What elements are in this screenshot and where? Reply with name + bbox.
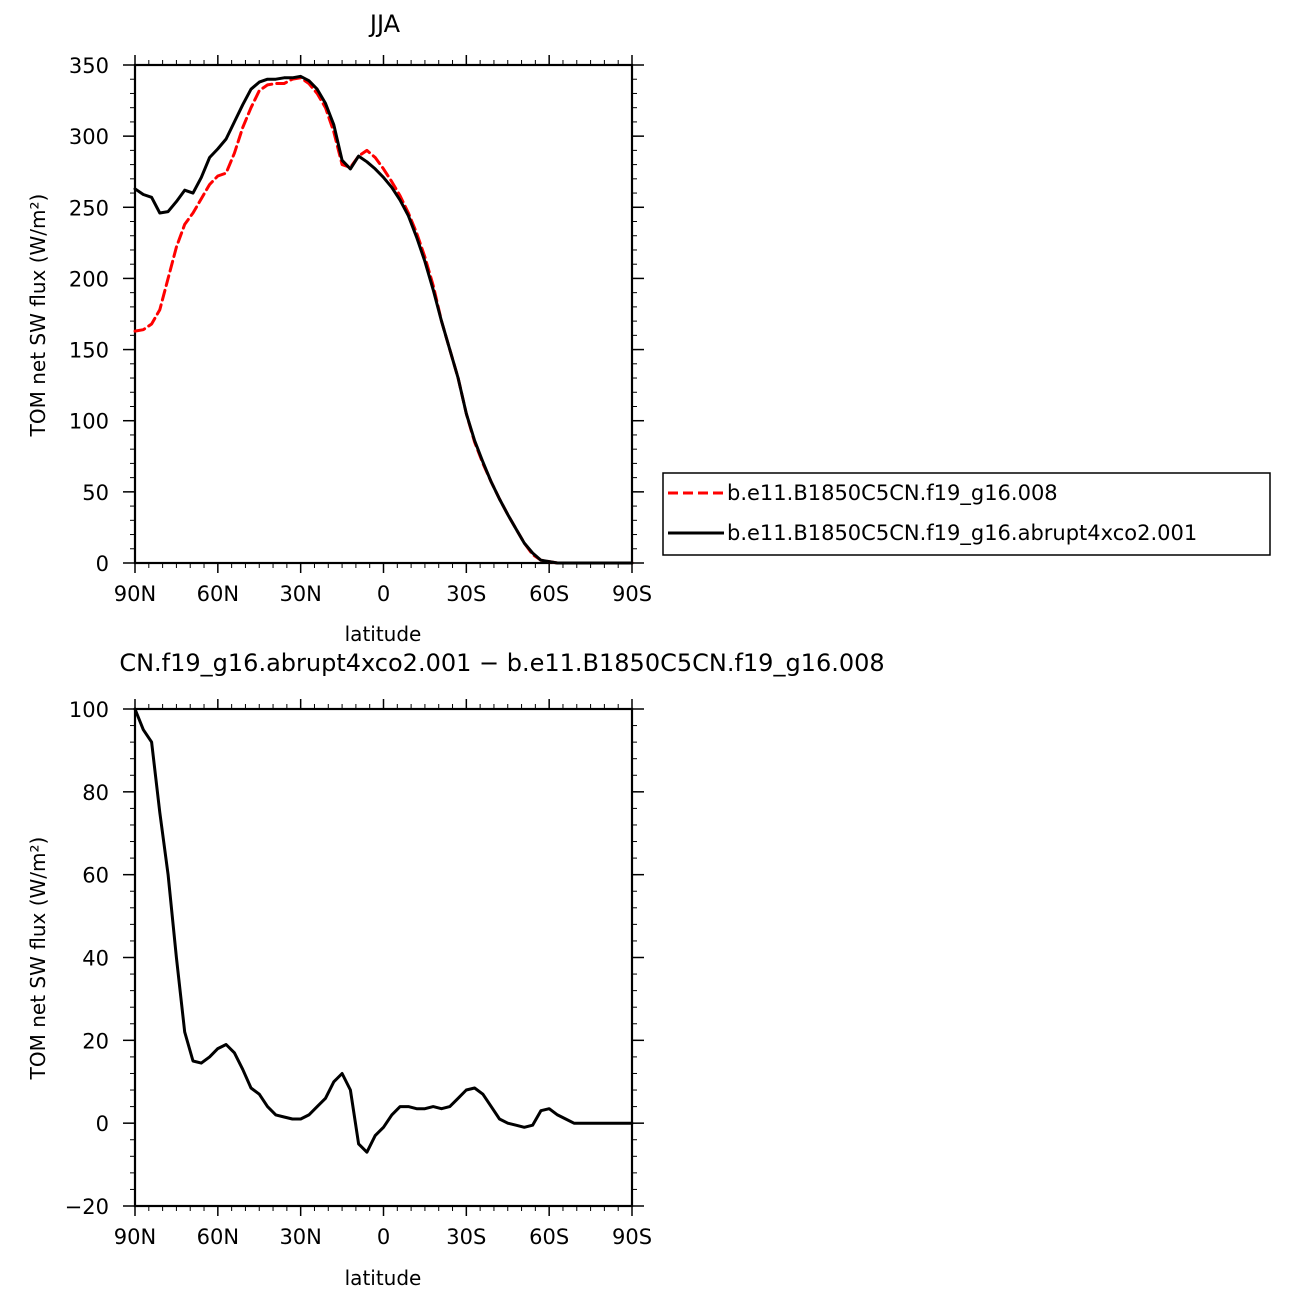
legend-label-4xco2: b.e11.B1850C5CN.f19_g16.abrupt4xco2.001 bbox=[727, 521, 1197, 546]
bottom-y-tick-label: 60 bbox=[82, 864, 109, 888]
bottom-x-tick-label: 0 bbox=[377, 1225, 390, 1249]
top-x-tick-label: 0 bbox=[377, 582, 390, 606]
top-chart-title: JJA bbox=[368, 10, 401, 38]
bottom-chart-title: CN.f19_g16.abrupt4xco2.001 − b.e11.B1850… bbox=[119, 649, 884, 677]
bottom-y-tick-label: 80 bbox=[82, 781, 109, 805]
bottom-x-tick-label: 90S bbox=[612, 1225, 652, 1249]
top-y-tick-label: 50 bbox=[82, 481, 109, 505]
bottom-y-tick-label: −20 bbox=[65, 1195, 109, 1219]
top-x-tick-label: 90S bbox=[612, 582, 652, 606]
top-plot-frame bbox=[133, 63, 634, 565]
top-series-line-0 bbox=[133, 76, 634, 565]
top-series-line-1 bbox=[133, 74, 634, 565]
top-x-tick-label: 30S bbox=[446, 582, 486, 606]
bottom-y-tick-label: 100 bbox=[69, 698, 109, 722]
bottom-x-tick-label: 30N bbox=[279, 1225, 321, 1249]
top-y-tick-label: 0 bbox=[96, 552, 109, 576]
top-y-tick-label: 350 bbox=[69, 54, 109, 78]
top-y-axis-label: TOM net SW flux (W/m²) bbox=[26, 194, 50, 438]
bottom-series-line-0 bbox=[133, 707, 634, 1154]
top-y-tick-label: 250 bbox=[69, 196, 109, 220]
top-panel: JJA 90N 60N 30N 0 30S 60S 90S 0 50 100 150 200 250 30… bbox=[26, 10, 652, 646]
top-x-tick-label: 90N bbox=[114, 582, 156, 606]
top-y-tick-label: 150 bbox=[69, 339, 109, 363]
top-y-tick-label: 100 bbox=[69, 410, 109, 434]
bottom-y-tick-label: 0 bbox=[96, 1112, 109, 1136]
bottom-x-tick-label: 90N bbox=[114, 1225, 156, 1249]
legend: b.e11.B1850C5CN.f19_g16.008 b.e11.B1850C… bbox=[662, 472, 1271, 556]
top-x-tick-label: 60N bbox=[197, 582, 239, 606]
bottom-series-group bbox=[133, 707, 634, 1154]
bottom-y-tick-label: 40 bbox=[82, 947, 109, 971]
bottom-axes: 90N 60N 30N 0 30S 60S 90S −20 0 20 40 60 80 100 bbox=[65, 698, 652, 1249]
bottom-x-tick-label: 30S bbox=[446, 1225, 486, 1249]
bottom-x-tick-label: 60S bbox=[529, 1225, 569, 1249]
legend-label-control: b.e11.B1850C5CN.f19_g16.008 bbox=[727, 481, 1058, 506]
top-x-tick-label: 60S bbox=[529, 582, 569, 606]
legend-box bbox=[662, 472, 1271, 556]
top-y-tick-label: 200 bbox=[69, 267, 109, 291]
bottom-plot-frame bbox=[133, 707, 634, 1208]
top-axes: 90N 60N 30N 0 30S 60S 90S 0 50 100 150 200 250 300 350 bbox=[69, 54, 652, 606]
bottom-panel: CN.f19_g16.abrupt4xco2.001 − b.e11.B1850… bbox=[26, 649, 885, 1290]
bottom-x-axis-label: latitude bbox=[345, 1266, 422, 1290]
bottom-y-axis-label: TOM net SW flux (W/m²) bbox=[26, 837, 50, 1081]
bottom-y-tick-label: 20 bbox=[82, 1029, 109, 1053]
top-y-tick-label: 300 bbox=[69, 125, 109, 149]
top-x-tick-label: 30N bbox=[279, 582, 321, 606]
bottom-x-tick-label: 60N bbox=[197, 1225, 239, 1249]
top-x-axis-label: latitude bbox=[345, 622, 422, 646]
top-series-group bbox=[133, 74, 634, 565]
